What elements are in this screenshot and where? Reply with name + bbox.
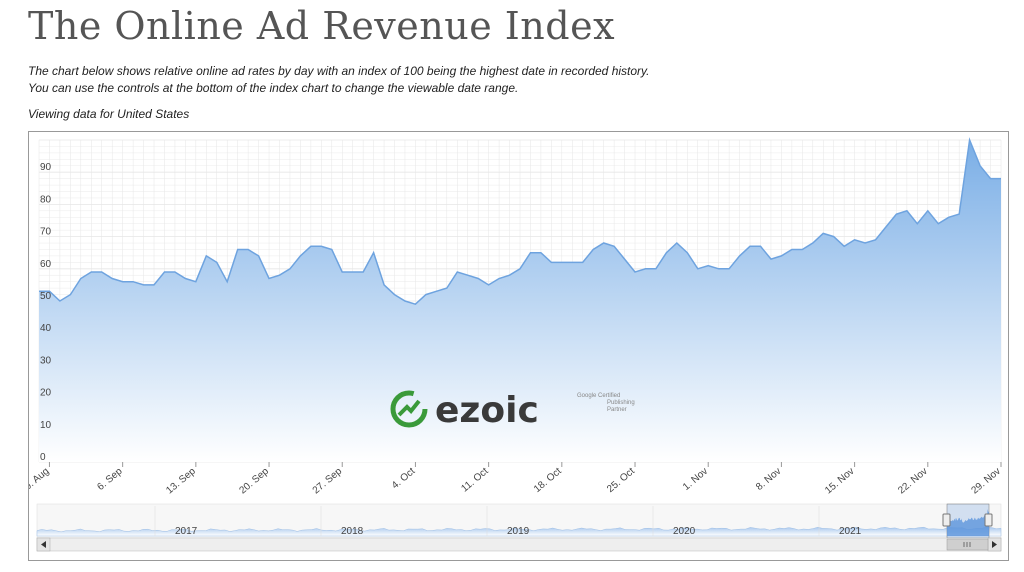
navigator-selection-area: [947, 509, 989, 536]
badge-line-1: Google Certified: [577, 393, 621, 399]
y-tick-label: 90: [40, 162, 52, 173]
y-axis: 0 10 20 30 40 50 60 70 80 90: [40, 162, 52, 463]
x-tick-label: 27. Sep: [311, 466, 345, 497]
x-axis: 30. Aug 6. Sep 13. Sep 20. Sep 27. Sep 4. Oct…: [29, 462, 1003, 496]
navigator-year-label: 2017: [175, 526, 198, 537]
viewing-region-text: Viewing data for United States: [28, 107, 190, 121]
svg-text:ezoic: ezoic: [435, 390, 539, 431]
x-tick-label: 15. Nov: [823, 466, 856, 497]
grip-icon: [963, 542, 971, 547]
x-tick-label: 22. Nov: [896, 466, 929, 497]
ad-revenue-chart: 0 10 20 30 40 50 60 70 80 90 30. Aug 6. Sep 13. Sep…: [29, 137, 1003, 552]
y-tick-label: 60: [40, 259, 52, 270]
navigator-year-label: 2018: [341, 526, 364, 537]
ezoic-logo: ezoic: [390, 390, 539, 431]
y-tick-label: 10: [40, 420, 52, 431]
x-tick-label: 29. Nov: [969, 466, 1002, 497]
y-tick-label: 0: [40, 452, 46, 463]
x-tick-label: 18. Oct: [532, 466, 564, 495]
series-line: [39, 137, 1001, 306]
x-tick-label: 11. Oct: [459, 466, 490, 495]
description-line-2: You can use the controls at the bottom o…: [28, 81, 519, 95]
y-tick-label: 70: [40, 227, 52, 238]
x-tick-label: 6. Sep: [95, 466, 125, 493]
navigator[interactable]: 2017 2018 2019 2020 2021: [36, 503, 1002, 552]
scroll-right-arrow-icon: [992, 541, 997, 548]
navigator-year-label: 2019: [507, 526, 530, 537]
navigator-year-label: 2021: [839, 526, 862, 537]
scrollbar-thumb[interactable]: [946, 538, 989, 551]
y-tick-label: 30: [40, 355, 52, 366]
badge-line-2: Publishing: [607, 400, 635, 406]
badge-line-3: Partner: [607, 407, 627, 413]
x-tick-label: 1. Nov: [681, 466, 710, 493]
navigator-year-labels: 2017 2018 2019 2020 2021: [154, 506, 862, 537]
x-tick-label: 4. Oct: [390, 466, 418, 492]
navigator-area: [36, 526, 1002, 537]
navigator-left-handle[interactable]: [942, 513, 951, 527]
description-line-1: The chart below shows relative online ad…: [28, 64, 650, 78]
x-tick-label: 8. Nov: [754, 466, 783, 493]
navigator-right-handle[interactable]: [984, 513, 993, 527]
navigator-year-label: 2020: [673, 526, 696, 537]
scroll-left-arrow-icon: [41, 541, 46, 548]
y-tick-label: 40: [40, 323, 52, 334]
y-tick-label: 20: [40, 388, 52, 399]
y-tick-label: 80: [40, 194, 52, 205]
scrollbar-track[interactable]: [36, 537, 1002, 552]
x-tick-label: 13. Sep: [164, 466, 198, 497]
page-title: The Online Ad Revenue Index: [28, 4, 616, 48]
y-tick-label: 50: [40, 291, 52, 302]
x-tick-label: 30. Aug: [29, 466, 51, 496]
x-tick-label: 20. Sep: [237, 466, 271, 497]
certified-partner-badge: Google Certified Publishing Partner: [577, 393, 657, 414]
x-tick-label: 25. Oct: [605, 466, 637, 495]
series-area: [39, 140, 1001, 462]
chart-container: 0 10 20 30 40 50 60 70 80 90 30. Aug 6. Sep 13. Sep…: [28, 131, 1009, 561]
